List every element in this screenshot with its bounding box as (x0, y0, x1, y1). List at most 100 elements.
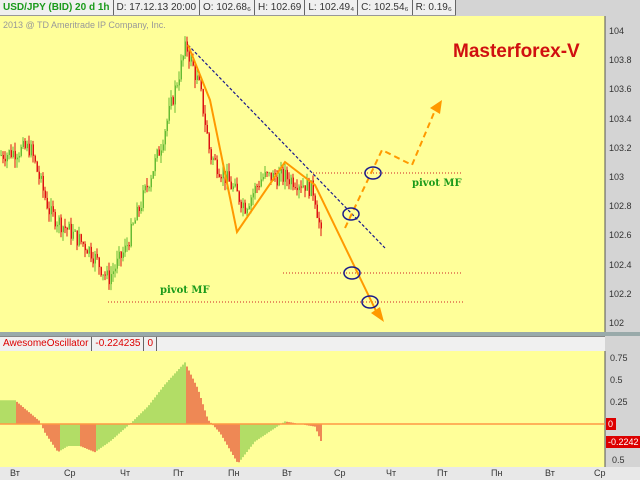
candle (98, 257, 100, 268)
candle (272, 173, 274, 181)
candle (284, 169, 286, 182)
ind-axis-label: 0.5 (612, 455, 625, 465)
time-axis (0, 467, 640, 480)
candle (216, 159, 218, 175)
candle (112, 271, 114, 275)
candle (178, 79, 180, 86)
candle (300, 186, 302, 188)
candle (8, 150, 10, 155)
candle (136, 206, 138, 221)
candle (306, 179, 308, 191)
candle (304, 185, 306, 191)
candle (204, 113, 206, 125)
candle (32, 144, 34, 156)
target-circle (343, 266, 361, 280)
candle (254, 186, 256, 194)
candle (292, 177, 294, 188)
candle (162, 144, 164, 151)
candle (256, 186, 258, 188)
price-panel (0, 16, 605, 332)
candle (76, 230, 78, 246)
candle (226, 171, 228, 183)
candle (180, 60, 182, 80)
price-axis-label: 103.6 (609, 84, 632, 95)
price-axis-label: 103 (609, 172, 625, 182)
candle (222, 171, 224, 179)
indicator-param: 0 (144, 337, 158, 351)
candle (48, 208, 50, 215)
time-axis-label: Вт (10, 468, 20, 478)
candle (104, 274, 106, 276)
candle (86, 250, 88, 254)
brand-label: Masterforex-V (453, 41, 580, 62)
candle (4, 158, 6, 162)
candle (250, 197, 252, 207)
candle (154, 158, 156, 172)
indicator-name[interactable]: AwesomeOscillator (0, 337, 93, 351)
candle (182, 56, 184, 61)
candle (280, 168, 282, 174)
time-axis-label: Пт (173, 468, 184, 478)
candle (246, 209, 248, 214)
candle (268, 172, 270, 174)
range-readout: R: 0.19₆ (413, 0, 456, 15)
candle (288, 179, 290, 185)
candle (294, 187, 296, 189)
candle (170, 97, 172, 106)
close-readout: C: 102.54₆ (358, 0, 413, 15)
target-circle (364, 166, 382, 180)
candle (164, 131, 166, 145)
candle (14, 150, 16, 160)
candle (198, 75, 200, 80)
candle (190, 56, 192, 62)
candle (140, 207, 142, 212)
candle (56, 224, 58, 227)
candle (88, 246, 90, 254)
candle (232, 186, 234, 190)
candle (262, 177, 264, 180)
candle (90, 246, 92, 259)
candle (220, 176, 222, 179)
candle (36, 161, 38, 172)
time-axis-label: Вт (282, 468, 292, 478)
candle (96, 253, 98, 258)
candle (270, 172, 272, 181)
candle (34, 155, 36, 162)
candle (158, 149, 160, 156)
candle (206, 124, 208, 134)
zero-marker: 0 (606, 418, 616, 430)
candle (298, 186, 300, 191)
symbol-label[interactable]: USD/JPY (BID) 20 d 1h (0, 0, 114, 15)
candle (172, 97, 174, 105)
price-axis-label: 102.2 (609, 288, 632, 299)
candle (18, 155, 20, 158)
candle (238, 191, 240, 202)
candle (24, 140, 26, 149)
candle (234, 183, 236, 187)
indicator-header: AwesomeOscillator -0.224235 0 (0, 336, 605, 351)
candle (156, 149, 158, 159)
current-ao-marker: -0.2242 (606, 436, 640, 448)
candle (122, 252, 124, 258)
candle (92, 258, 94, 264)
candle (42, 175, 44, 191)
time-axis-label: Ср (64, 468, 76, 478)
candle (202, 89, 204, 114)
price-axis-label: 103.4 (609, 113, 632, 124)
candle (160, 150, 162, 156)
time-axis-label: Вт (545, 468, 555, 478)
candle (46, 197, 48, 209)
candle (210, 149, 212, 160)
candle (290, 177, 292, 185)
candle (50, 206, 52, 215)
candle (138, 206, 140, 212)
indicator-value: -0.224235 (92, 337, 145, 351)
price-axis-label: 102.6 (609, 230, 632, 241)
candle (308, 179, 310, 196)
candle (236, 183, 238, 192)
price-axis-label: 102.8 (609, 201, 632, 212)
open-readout: O: 102.68₆ (200, 0, 255, 15)
wave-path (187, 44, 379, 316)
time-axis-label: Пн (228, 468, 240, 478)
